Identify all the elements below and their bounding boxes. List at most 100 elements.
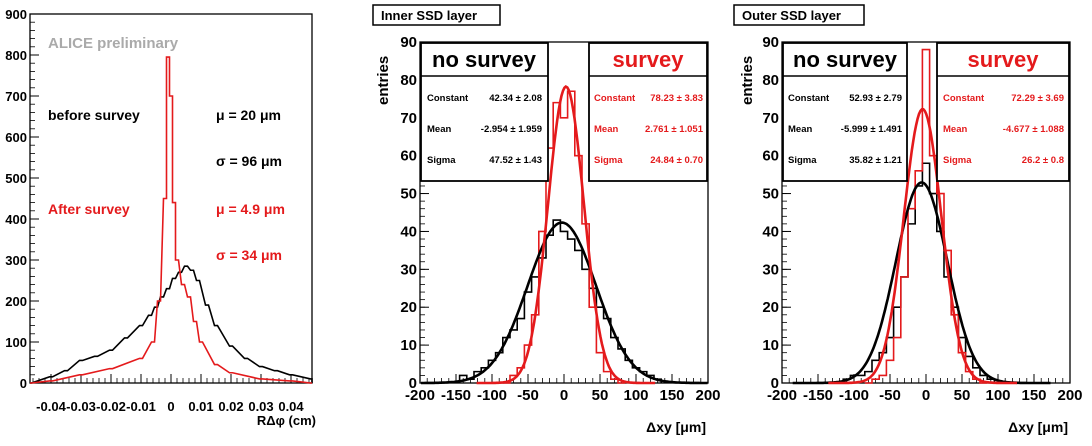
y-tick-label: 200 [5,294,27,309]
stats-constant-label: Constant [594,93,636,104]
x-tick-label: -150 [803,387,833,404]
stats-mean-value: 2.761 ± 1.051 [645,124,704,135]
y-tick-label: 20 [762,299,779,316]
stats-constant-label: Constant [943,93,985,104]
x-tick-label: 150 [659,387,684,404]
y-tick-label: 30 [400,261,417,278]
x-tick-label: -50 [517,387,539,404]
y-tick-label: 50 [400,186,417,203]
after-survey-label: After survey [48,201,130,217]
stats-constant-value: 72.29 ± 3.69 [1011,93,1064,104]
x-axis-label: RΔφ (cm) [257,413,316,428]
x-tick-label: 50 [954,387,971,404]
stats-constant-value: 78.23 ± 3.83 [650,93,703,104]
stats-box-no-survey [420,42,549,182]
x-tick-label: 0.01 [188,399,213,414]
y-tick-label: 700 [5,89,27,104]
y-tick-label: 90 [400,34,417,51]
panel-inner-ssd: Inner SSD layer entries -200 -150 -100 -50 0… [372,4,721,435]
plot-frame [29,13,313,384]
x-tick-label: 0.02 [218,399,243,414]
histogram-nosurvey [458,219,662,383]
y-tick-label: 80 [400,72,417,89]
y-tick-label: 900 [5,7,27,22]
histogram-after [30,56,312,384]
axes: -200 -150 -100 -50 0 50 100 150 200 0 10 20 30 40 50 60… [400,34,720,404]
y-tick-label: 70 [762,110,779,127]
series-layer [30,56,313,384]
y-tick-label: 0 [771,375,779,392]
series-layer [792,48,1051,385]
stats-sigma-value: 26.2 ± 0.8 [1022,155,1064,166]
after-sigma-label: σ = 34 μm [216,247,282,263]
y-tick-label: 500 [5,171,27,186]
y-axis-label: entries [375,56,392,105]
y-tick-label: 30 [762,261,779,278]
stats-sigma-value: 35.82 ± 1.21 [849,155,902,166]
before-mu-label: μ = 20 μm [216,107,281,123]
stats-sigma-label: Sigma [943,155,972,166]
y-tick-label: 80 [762,72,779,89]
panel-label: Outer SSD layer [742,8,841,23]
x-tick-label: -100 [477,387,507,404]
gaussian-fit-nosurvey [421,221,708,385]
histogram-before [30,265,313,384]
x-tick-label: -150 [441,387,471,404]
y-tick-label: 40 [400,223,417,240]
y-tick-label: 0 [409,375,417,392]
x-tick-label: -200 [405,387,435,404]
axes: -0.04 -0.03 -0.02 -0.01 0 0.01 0.02 0.03 0.04 0 10… [5,7,310,414]
stats-mean-label: Mean [788,124,812,135]
axes: -200 -150 -100 -50 0 50 100 150 200 0 10 20 30 40 50 60… [762,34,1082,404]
stats-sigma-label: Sigma [427,155,456,166]
alice-preliminary-label: ALICE preliminary [48,35,179,52]
x-tick-label: -0.04 [36,399,66,414]
stats-constant-value: 52.93 ± 2.79 [849,93,902,104]
x-tick-label: 100 [623,387,648,404]
y-tick-label: 40 [762,223,779,240]
x-axis-label: Δxy [μm] [646,419,706,435]
stats-boxes: no survey Constant 42.34 ± 2.08 Mean -2.… [420,42,708,182]
x-tick-label: 0 [167,399,174,414]
y-tick-label: 400 [5,212,27,227]
stats-title-no-survey: no survey [432,47,537,72]
y-tick-label: 800 [5,48,27,63]
stats-sigma-value: 24.84 ± 0.70 [650,155,703,166]
panel-label-box [733,4,865,26]
x-axis-label: Δxy [μm] [1008,419,1068,435]
stats-box-survey [588,42,708,182]
stats-constant-value: 42.34 ± 2.08 [489,93,542,104]
stats-title-survey: survey [968,47,1040,72]
stats-mean-value: -2.954 ± 1.959 [481,124,542,135]
stats-constant-label: Constant [427,93,469,104]
stats-mean-label: Mean [594,124,618,135]
panel-outer-ssd: Outer SSD layer entries -200 -150 -100 -50 0… [733,4,1083,435]
x-tick-label: -0.03 [66,399,96,414]
stats-sigma-label: Sigma [788,155,817,166]
gaussian-fit-nosurvey [792,181,1051,385]
y-axis-label: entries [739,56,756,105]
x-tick-label: -100 [839,387,869,404]
x-tick-label: 0.03 [248,399,273,414]
y-tick-label: 600 [5,130,27,145]
x-tick-label: 200 [695,387,720,404]
stats-box-survey [936,42,1070,182]
before-survey-label: before survey [48,107,140,123]
y-tick-label: 300 [5,253,27,268]
histogram-survey [502,90,626,384]
y-tick-label: 50 [762,186,779,203]
y-tick-label: 60 [400,148,417,165]
gaussian-fit-survey [476,85,656,385]
x-tick-label: 100 [985,387,1010,404]
y-tick-label: 100 [5,335,27,350]
x-tick-label: 150 [1021,387,1046,404]
x-tick-label: 50 [592,387,609,404]
x-tick-label: 200 [1057,387,1082,404]
x-tick-label: -50 [879,387,901,404]
y-tick-label: 90 [762,34,779,51]
stats-sigma-label: Sigma [594,155,623,166]
y-tick-label: 70 [400,110,417,127]
before-sigma-label: σ = 96 μm [216,153,282,169]
x-tick-label: -0.02 [96,399,126,414]
y-tick-label: 0 [20,376,27,391]
